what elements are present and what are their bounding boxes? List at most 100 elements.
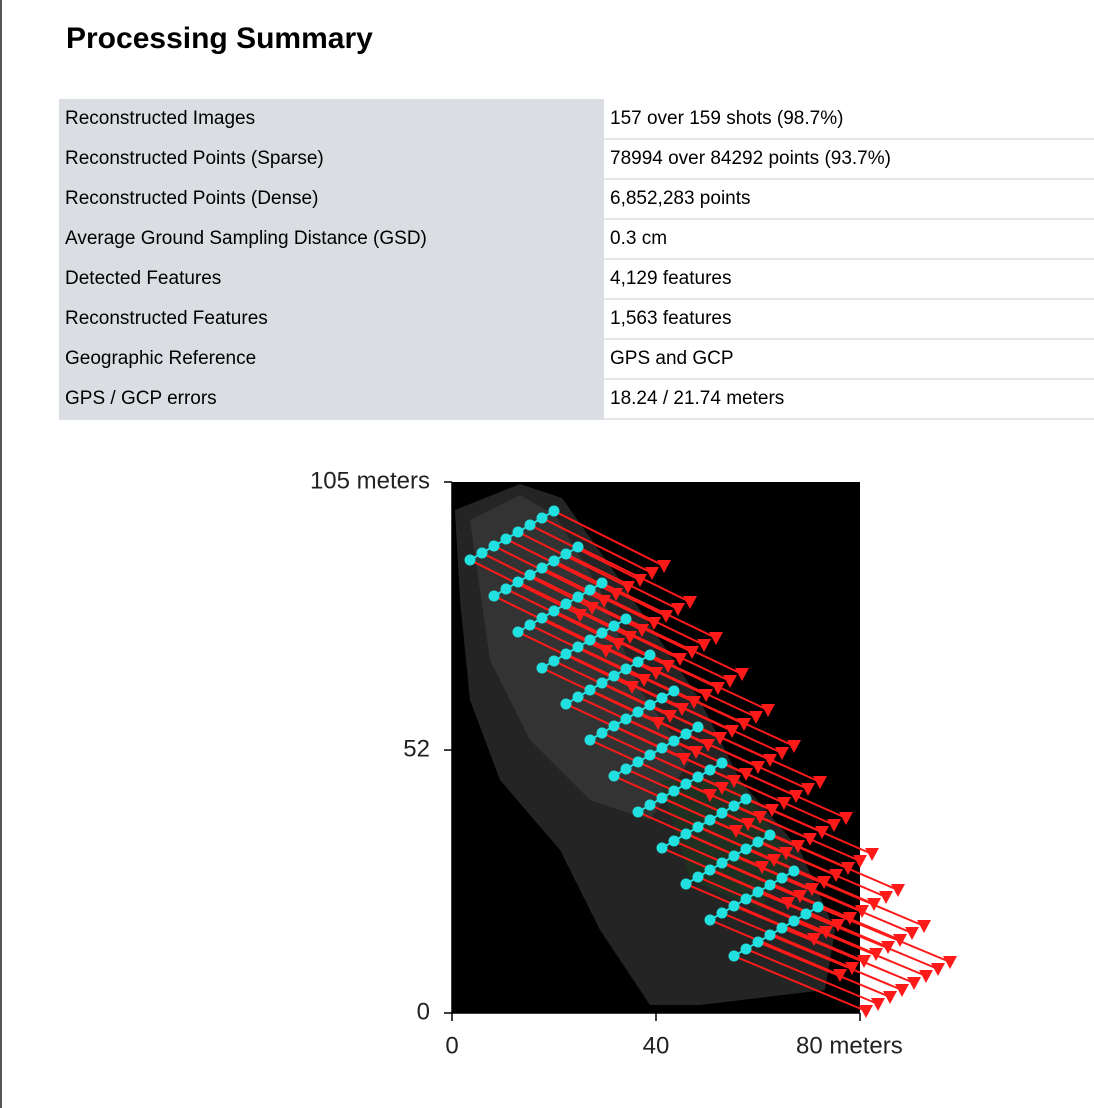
camera <box>596 627 608 639</box>
view-marker <box>709 632 723 645</box>
camera <box>608 770 620 782</box>
camera-path <box>464 505 957 1018</box>
camera <box>716 757 728 769</box>
camera <box>620 763 632 775</box>
camera <box>692 721 704 733</box>
view-ray <box>733 905 865 962</box>
view-marker <box>891 884 905 897</box>
camera <box>704 764 716 776</box>
camera <box>692 821 704 833</box>
table-row: Detected Features 4,129 features <box>59 259 1094 300</box>
x-tick-label: 0 <box>445 1032 458 1059</box>
camera <box>764 879 776 891</box>
y-tick-label: 52 <box>403 735 430 762</box>
table-row: Reconstructed Images 157 over 159 shots (… <box>59 99 1094 140</box>
label-cell: Reconstructed Points (Dense) <box>59 179 604 220</box>
table-row: Geographic Reference GPS and GCP <box>59 339 1094 380</box>
camera <box>764 829 776 841</box>
view-marker <box>879 891 893 904</box>
camera <box>608 620 620 632</box>
view-ray <box>769 834 899 891</box>
value-cell: GPS and GCP <box>604 339 1094 380</box>
camera <box>632 706 644 718</box>
camera <box>620 613 632 625</box>
camera <box>572 541 584 553</box>
camera <box>572 591 584 603</box>
camera <box>776 922 788 934</box>
view-marker <box>895 984 909 997</box>
camera <box>728 800 740 812</box>
view-ray <box>601 582 717 639</box>
view-ray <box>541 517 653 574</box>
camera <box>512 576 524 588</box>
camera <box>560 698 572 710</box>
camera <box>752 936 764 948</box>
view-marker <box>871 998 885 1011</box>
value-cell: 0.3 cm <box>604 219 1094 260</box>
view-ray <box>817 906 951 963</box>
camera <box>680 878 692 890</box>
value-cell: 78994 over 84292 points (93.7%) <box>604 139 1094 180</box>
view-marker <box>853 855 867 868</box>
camera <box>644 749 656 761</box>
camera <box>620 663 632 675</box>
camera <box>536 562 548 574</box>
label-cell: Detected Features <box>59 259 604 300</box>
camera <box>728 950 740 962</box>
view-ray <box>745 898 877 955</box>
camera <box>548 605 560 617</box>
view-marker <box>865 848 879 861</box>
camera <box>512 526 524 538</box>
view-marker <box>697 639 711 652</box>
view-ray <box>565 553 679 610</box>
view-marker <box>633 574 647 587</box>
view-ray <box>745 948 879 1005</box>
view-ray <box>577 596 693 653</box>
view-ray <box>529 524 641 581</box>
table-row: Reconstructed Points (Sparse) 78994 over … <box>59 139 1094 180</box>
camera <box>656 692 668 704</box>
camera <box>560 548 572 560</box>
view-marker <box>917 920 931 933</box>
view-marker <box>749 711 763 724</box>
camera <box>488 540 500 552</box>
x-tick-label: 80 meters <box>796 1032 903 1059</box>
view-ray <box>625 618 743 675</box>
view-ray <box>697 726 821 783</box>
camera <box>572 691 584 703</box>
camera <box>752 836 764 848</box>
camera <box>716 807 728 819</box>
camera <box>740 893 752 905</box>
label-cell: Reconstructed Images <box>59 99 604 140</box>
view-ray <box>649 654 769 711</box>
camera <box>608 670 620 682</box>
camera <box>692 871 704 883</box>
y-tick-label: 105 meters <box>310 467 430 494</box>
label-cell: Geographic Reference <box>59 339 604 380</box>
camera <box>620 713 632 725</box>
camera <box>524 619 536 631</box>
view-marker <box>943 956 957 969</box>
camera <box>584 634 596 646</box>
view-ray <box>757 941 891 998</box>
camera <box>668 735 680 747</box>
camera <box>560 648 572 660</box>
view-marker <box>827 819 841 832</box>
view-marker <box>905 927 919 940</box>
window-edge <box>0 0 2 1108</box>
camera <box>476 547 488 559</box>
view-ray <box>613 625 731 682</box>
view-ray <box>745 798 873 855</box>
camera <box>464 554 476 566</box>
label-cell: Average Ground Sampling Distance (GSD) <box>59 219 604 260</box>
table-row: Reconstructed Features 1,563 features <box>59 299 1094 340</box>
view-ray <box>781 927 915 984</box>
camera <box>536 662 548 674</box>
view-ray <box>757 891 889 948</box>
view-ray <box>553 560 667 617</box>
camera <box>548 505 560 517</box>
camera <box>524 569 536 581</box>
camera <box>776 872 788 884</box>
camera <box>596 727 608 739</box>
view-ray <box>541 567 655 624</box>
